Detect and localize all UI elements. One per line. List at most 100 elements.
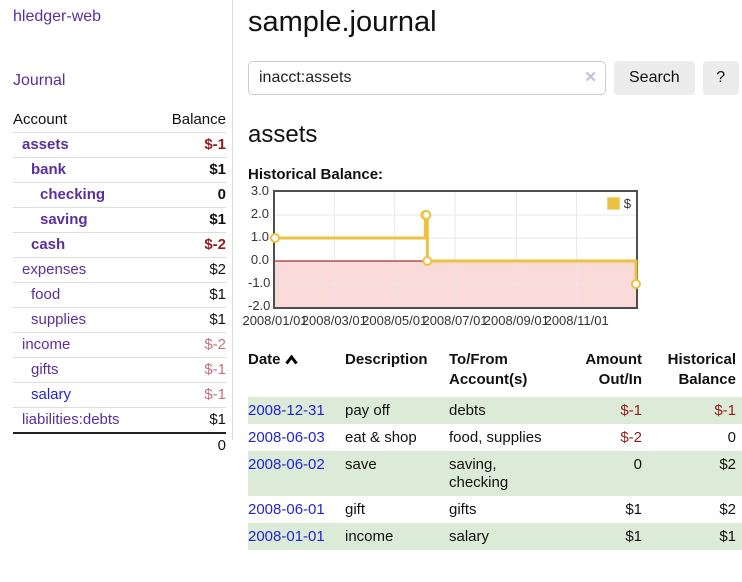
register-table: Date Description To/From Account(s) Amou… <box>248 350 742 550</box>
register-row: 2008-01-01 income salary $1 $1 <box>248 523 742 550</box>
transaction-accounts: saving, checking <box>449 456 509 491</box>
account-balance: $-1 <box>204 386 226 403</box>
transaction-date-link[interactable]: 2008-01-01 <box>248 528 325 545</box>
sidebar-account-row: income $-2 <box>13 332 226 357</box>
sidebar: hledger-web Journal Account Balance asse… <box>0 0 233 454</box>
transaction-accounts: food, supplies <box>449 429 542 446</box>
sidebar-account-row: checking 0 <box>13 182 226 207</box>
y-axis-tick-label: 3.0 <box>250 183 269 198</box>
register-row: 2008-12-31 pay off debts $-1 $-1 <box>248 397 742 424</box>
transaction-date-link[interactable]: 2008-06-01 <box>248 501 325 518</box>
register-row: 2008-06-03 eat & shop food, supplies $-2 0 <box>248 424 742 451</box>
sidebar-account-row: assets $-1 <box>13 132 226 157</box>
column-header-date[interactable]: Date <box>248 350 345 397</box>
y-axis-tick-label: 1.0 <box>250 229 269 244</box>
y-axis-tick-label: 2.0 <box>250 206 269 221</box>
account-balance: $1 <box>209 286 226 303</box>
app-title-link[interactable]: hledger-web <box>13 8 102 25</box>
transaction-amount: 0 <box>633 456 642 473</box>
account-balance: $1 <box>209 161 226 178</box>
sidebar-account-row: food $1 <box>13 282 226 307</box>
accounts-table: Account Balance assets $-1 bank $1 checking 0… <box>13 108 226 458</box>
account-balance: $-2 <box>204 336 226 353</box>
sidebar-account-link[interactable]: income <box>22 336 71 353</box>
sidebar-account-row: expenses $2 <box>13 257 226 282</box>
sidebar-account-row: gifts $-1 <box>13 357 226 382</box>
sort-ascending-icon <box>284 351 298 371</box>
accounts-rows: assets $-1 bank $1 checking 0 saving $1 cash $-2 e… <box>13 132 226 432</box>
transaction-date-link[interactable]: 2008-06-02 <box>248 456 325 473</box>
account-balance: $2 <box>209 261 226 278</box>
transaction-amount: $1 <box>625 528 642 545</box>
search-input[interactable] <box>248 61 606 95</box>
column-header-description[interactable]: Description <box>345 351 428 368</box>
balance-column-header: Balance <box>171 111 226 128</box>
date-header-label: Date <box>248 351 281 368</box>
sidebar-account-row: supplies $1 <box>13 307 226 332</box>
transaction-description: save <box>345 456 377 473</box>
transaction-description: pay off <box>345 402 390 419</box>
x-axis-tick-label: 2008/05/01 <box>362 313 428 328</box>
account-balance: 0 <box>217 186 226 203</box>
sidebar-account-link[interactable]: cash <box>31 236 66 253</box>
sidebar-account-link[interactable]: assets <box>22 136 69 153</box>
y-axis-tick-label: 0.0 <box>250 252 269 267</box>
transaction-accounts: gifts <box>449 501 477 518</box>
column-header-amount[interactable]: Amount Out/In <box>585 351 642 388</box>
account-balance: $-1 <box>204 361 226 378</box>
transaction-balance: 0 <box>727 429 736 446</box>
x-axis-tick-label: 2008/07/01 <box>422 313 488 328</box>
accounts-column-header: Account <box>13 111 68 128</box>
sidebar-account-link[interactable]: gifts <box>31 361 59 378</box>
transaction-date-link[interactable]: 2008-12-31 <box>248 402 325 419</box>
clear-search-icon[interactable]: ✕ <box>584 69 597 86</box>
y-axis-tick-label: -2.0 <box>248 298 271 313</box>
accounts-total-row: 0 <box>13 432 226 458</box>
transaction-accounts: debts <box>449 402 486 419</box>
help-button[interactable]: ? <box>702 61 739 95</box>
chart-canvas <box>270 192 641 307</box>
transaction-description: income <box>345 528 394 545</box>
x-axis: 2008/01/01 2008/03/01 2008/05/01 2008/07/01… <box>242 313 636 329</box>
x-axis-tick-label: 2008/09/01 <box>483 313 549 328</box>
register-header-row: Date Description To/From Account(s) Amou… <box>248 350 742 397</box>
sidebar-account-link[interactable]: checking <box>40 186 106 203</box>
sidebar-account-link[interactable]: saving <box>40 211 88 228</box>
sidebar-account-row: salary $-1 <box>13 382 226 407</box>
transaction-amount: $-2 <box>620 429 642 446</box>
column-header-accounts[interactable]: To/From Account(s) <box>449 351 528 388</box>
x-axis-tick-label: 2008/01/01 <box>242 313 308 328</box>
sidebar-account-link[interactable]: salary <box>31 386 72 403</box>
transaction-accounts: salary <box>449 528 490 545</box>
sidebar-item-journal[interactable]: Journal <box>13 72 66 89</box>
sidebar-account-link[interactable]: bank <box>31 161 67 178</box>
chart-legend: $ <box>604 195 633 212</box>
transaction-balance: $2 <box>719 501 736 518</box>
account-balance: $1 <box>209 311 226 328</box>
sidebar-account-link[interactable]: liabilities:debts <box>22 411 120 428</box>
sidebar-account-row: cash $-2 <box>13 232 226 257</box>
register-row: 2008-06-01 gift gifts $1 $2 <box>248 496 742 523</box>
transaction-balance: $2 <box>719 456 736 473</box>
legend-label: $ <box>623 196 631 211</box>
transaction-description: eat & shop <box>345 429 417 446</box>
accounts-table-header: Account Balance <box>13 108 226 132</box>
account-balance: $-2 <box>204 236 226 253</box>
chart-title: Historical Balance: <box>248 166 384 183</box>
transaction-amount: $-1 <box>620 402 642 419</box>
sidebar-account-row: bank $1 <box>13 157 226 182</box>
transaction-balance: $-1 <box>714 402 736 419</box>
sidebar-account-row: liabilities:debts $1 <box>13 407 226 432</box>
transaction-date-link[interactable]: 2008-06-03 <box>248 429 325 446</box>
account-balance: $-1 <box>204 136 226 153</box>
sidebar-account-link[interactable]: food <box>31 286 61 303</box>
sidebar-account-link[interactable]: expenses <box>22 261 87 278</box>
search-bar: ✕ Search ? <box>248 61 742 95</box>
x-axis-tick-label: 2008/11/01 <box>544 313 609 328</box>
y-axis-tick-label: -1.0 <box>248 275 271 290</box>
search-button[interactable]: Search <box>614 61 695 95</box>
sidebar-account-link[interactable]: supplies <box>31 311 87 328</box>
column-header-balance[interactable]: Historical Balance <box>667 351 736 388</box>
sidebar-account-row: saving $1 <box>13 207 226 232</box>
